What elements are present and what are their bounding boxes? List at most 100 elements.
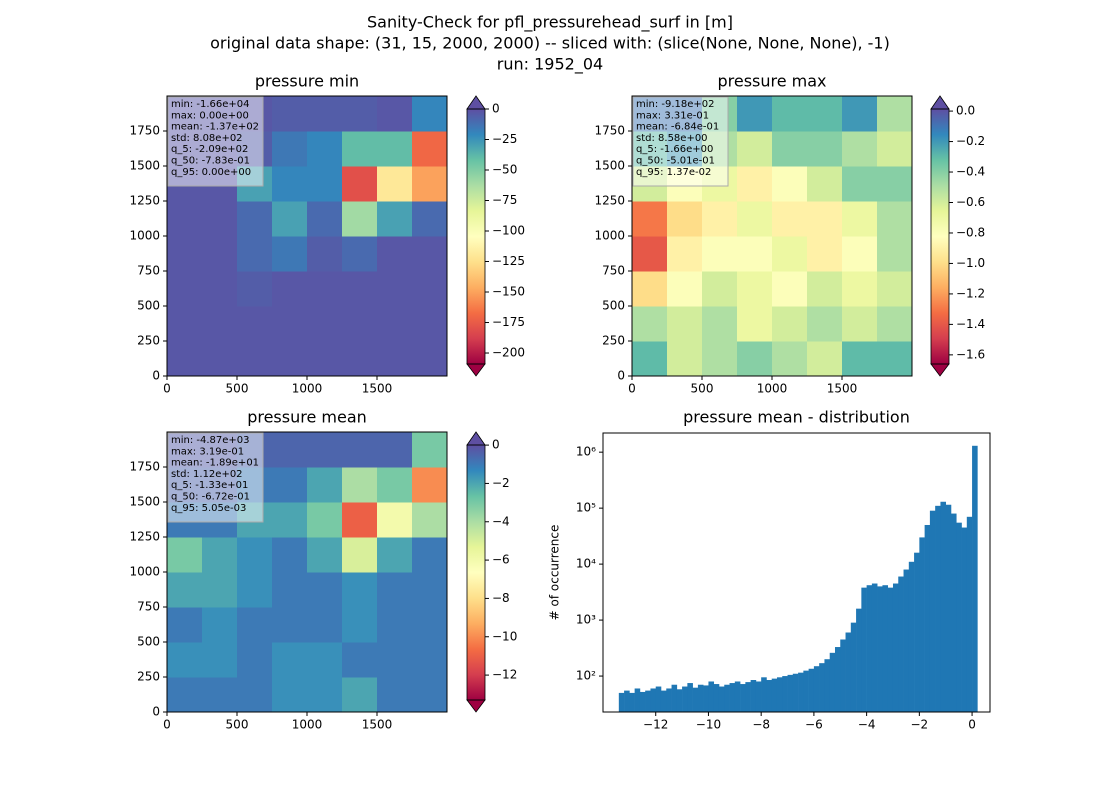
axes-title: pressure mean - distribution [683, 408, 910, 427]
heatmap-cell [272, 432, 308, 468]
histogram-bar [813, 666, 820, 712]
histogram-bar [708, 681, 715, 712]
y-tick-label: 10³ [576, 613, 596, 627]
x-tick-label: 0 [628, 382, 636, 396]
heatmap-cell [237, 537, 273, 573]
histogram-bar [945, 504, 952, 712]
histogram-bar [834, 647, 841, 712]
histogram-bar [787, 674, 794, 712]
heatmap-cell [342, 341, 378, 377]
stats-box [632, 96, 729, 187]
heatmap-cell [772, 341, 808, 377]
heatmap-cell [842, 96, 878, 132]
heatmap-cell [272, 467, 308, 503]
heatmap-cell [667, 341, 703, 377]
heatmap-cell [412, 166, 448, 202]
histogram-bar [682, 686, 688, 712]
heatmap-cell [632, 306, 668, 342]
x-tick-label: 1000 [292, 718, 323, 732]
heatmap-cell [842, 166, 878, 202]
heatmap-cell [167, 341, 203, 377]
heatmap-cell [342, 306, 378, 342]
heatmap-cell [307, 572, 343, 608]
colorbar-tick-label: −50 [492, 163, 517, 177]
histogram-bar [908, 561, 915, 712]
heatmap-cell [202, 236, 238, 272]
histogram-bar [819, 663, 825, 712]
heatmap-cell [842, 306, 878, 342]
heatmap-cell [877, 131, 913, 167]
histogram-bar [645, 690, 651, 712]
heatmap-cell [377, 467, 413, 503]
histogram-bar [892, 583, 899, 712]
heatmap-cell [377, 271, 413, 307]
heatmap-cell [377, 432, 413, 468]
x-tick-label: 1500 [362, 718, 393, 732]
axes-title: pressure min [255, 72, 359, 91]
heatmap-cell [307, 341, 343, 377]
histogram-bar [745, 682, 751, 712]
histogram-bar [972, 445, 978, 712]
heatmap-cell [307, 502, 343, 538]
heatmap-cell [272, 677, 308, 713]
heatmap-cell [272, 131, 308, 167]
y-tick-label: 750 [602, 264, 625, 278]
histogram-bar [766, 680, 773, 712]
histogram-bar [877, 586, 883, 712]
heatmap-cell [412, 537, 448, 573]
histogram-bar [655, 686, 662, 712]
histogram-bar [687, 683, 693, 712]
heatmap-cell [237, 236, 273, 272]
heatmap-cell [307, 96, 343, 132]
histogram-bar [887, 587, 894, 712]
heatmap-cell [272, 572, 308, 608]
histogram-bar [803, 670, 809, 712]
stats-line: q_5: -2.09e+02 [171, 144, 248, 155]
stats-line: min: -1.66e+04 [171, 99, 250, 110]
heatmap-cell [307, 271, 343, 307]
colorbar-tick-label: −10 [492, 629, 517, 643]
heatmap-cell [807, 341, 843, 377]
heatmap-cell [737, 96, 773, 132]
heatmap-cell [377, 166, 413, 202]
histogram-bar [871, 583, 878, 712]
heatmap-cell [202, 271, 238, 307]
colorbar [467, 109, 485, 364]
colorbar-tick-label: −1.0 [956, 256, 985, 270]
stats-box [167, 432, 264, 523]
colorbar-tick-label: −2 [492, 476, 510, 490]
stats-line: q_95: 0.00e+00 [171, 167, 251, 178]
histogram-bar [718, 686, 725, 712]
heatmap-cell [377, 341, 413, 377]
colorbar-tick-label: −200 [492, 346, 525, 360]
heatmap-cell [237, 341, 273, 377]
axes-title: pressure mean [247, 408, 367, 427]
colorbar-extend-min [466, 699, 486, 713]
histogram-bar [755, 681, 762, 712]
heatmap-cell [412, 467, 448, 503]
histogram-bar [666, 688, 672, 712]
heatmap-cell [842, 236, 878, 272]
x-tick-label: −12 [643, 718, 668, 732]
heatmap-cell [807, 271, 843, 307]
histogram-bar [750, 680, 757, 712]
y-tick-label: 10⁶ [576, 445, 596, 459]
colorbar-tick-label: −1.2 [956, 286, 985, 300]
colorbar-tick-label: −75 [492, 193, 517, 207]
x-tick-label: 500 [226, 382, 249, 396]
histogram-bar [713, 684, 720, 712]
heatmap-cell [342, 467, 378, 503]
heatmap-cell [807, 166, 843, 202]
heatmap-cell [772, 166, 808, 202]
y-tick-label: 10⁴ [576, 557, 596, 571]
histogram-bar [634, 688, 641, 712]
heatmap-cell [412, 131, 448, 167]
heatmap-cell [632, 236, 668, 272]
heatmap-cell [272, 642, 308, 678]
histogram-bar [724, 684, 730, 712]
heatmap-cell [272, 607, 308, 643]
histogram-bar [924, 524, 931, 712]
histogram-bar [929, 510, 936, 712]
y-tick-label: 0 [152, 369, 160, 383]
